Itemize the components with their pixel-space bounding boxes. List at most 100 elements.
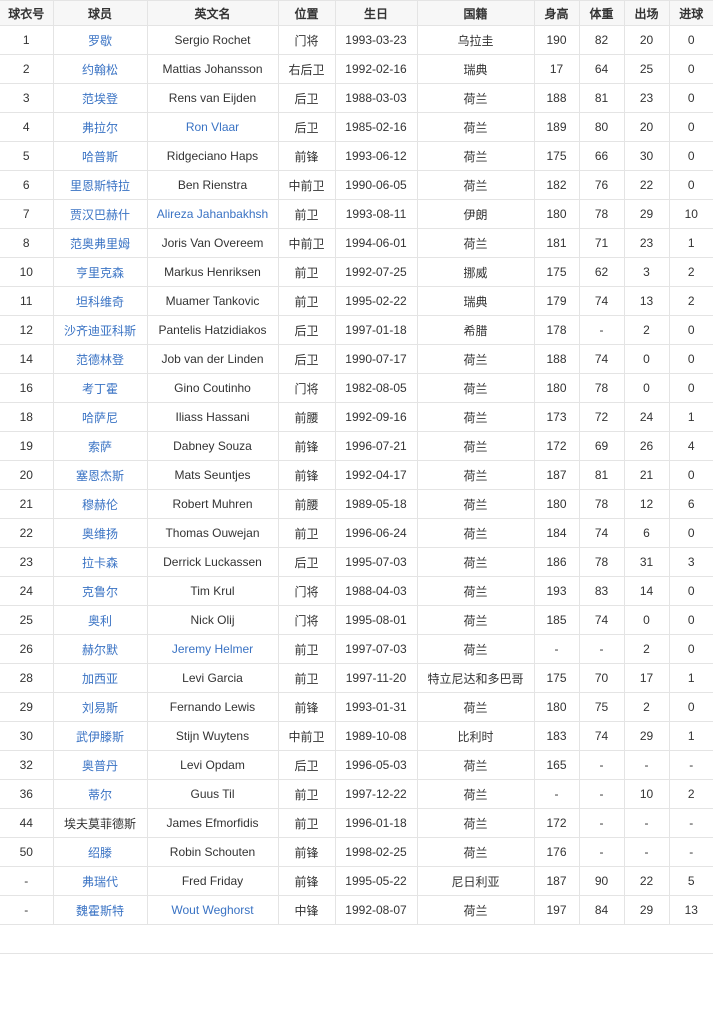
english-name-link[interactable]: Wout Weghorst (171, 903, 254, 917)
player-link[interactable]: 刘易斯 (81, 700, 118, 715)
player-link[interactable]: 奥普丹 (81, 758, 118, 773)
cell-weight: 64 (578, 54, 625, 84)
cell-nationality: 荷兰 (416, 170, 535, 200)
cell-nationality: 荷兰 (416, 808, 535, 838)
cell-player: 绍滕 (52, 837, 148, 867)
cell-height: 178 (533, 315, 580, 345)
cell-position: 中前卫 (277, 721, 336, 751)
cell-appearances: 29 (623, 199, 670, 229)
player-link[interactable]: 赫尔默 (81, 642, 118, 657)
player-link[interactable]: 范埃登 (81, 91, 118, 106)
cell-goals: 1 (668, 228, 713, 258)
cell-height: 17 (533, 54, 580, 84)
player-link[interactable]: 哈萨尼 (81, 410, 118, 425)
cell-appearances: 31 (623, 547, 670, 577)
player-link[interactable]: 塞恩杰斯 (75, 468, 124, 483)
player-link[interactable]: 拉卡森 (81, 555, 118, 570)
player-link[interactable]: 亨里克森 (75, 265, 124, 280)
cell-appearances: 29 (623, 721, 670, 751)
player-link[interactable]: 索萨 (87, 439, 112, 454)
cell-birthday: 1992-09-16 (334, 402, 418, 432)
player-link[interactable]: 坦科维奇 (75, 294, 124, 309)
table-row: 23 拉卡森 Derrick Luckassen 后卫 1995-07-03 荷兰 186 7… (0, 547, 713, 577)
cell-birthday: 1996-07-21 (334, 431, 418, 461)
cell-position: 后卫 (277, 315, 336, 345)
table-row: 18 哈萨尼 Iliass Hassani 前腰 1992-09-16 荷兰 173 72 24… (0, 402, 713, 432)
cell-english-name: Levi Opdam (146, 750, 279, 780)
cell-height: 180 (533, 199, 580, 229)
player-link[interactable]: 魏霍斯特 (75, 903, 124, 918)
player-link[interactable]: 范德林登 (75, 352, 124, 367)
player-link[interactable]: 约翰松 (81, 62, 118, 77)
cell-player: 哈普斯 (52, 141, 148, 171)
cell-number: 16 (0, 373, 54, 403)
cell-height: 165 (533, 750, 580, 780)
player-link[interactable]: 范奥弗里姆 (69, 236, 130, 251)
player-link[interactable]: 里恩斯特拉 (69, 178, 130, 193)
player-link[interactable]: 沙齐迪亚科斯 (63, 323, 136, 338)
cell-goals: - (668, 808, 713, 838)
cell-number: 6 (0, 170, 54, 200)
cell-nationality: 荷兰 (416, 634, 535, 664)
cell-number: 30 (0, 721, 54, 751)
cell-english-name: Guus Til (146, 779, 279, 809)
table-row: 24 克鲁尔 Tim Krul 门将 1988-04-03 荷兰 193 83 14 0 (0, 576, 713, 606)
cell-height: 185 (533, 605, 580, 635)
table-row: 5 哈普斯 Ridgeciano Haps 前锋 1993-06-12 荷兰 175 66 30… (0, 141, 713, 171)
table-row: 28 加西亚 Levi Garcia 前卫 1997-11-20 特立尼达和多巴哥 175 7… (0, 663, 713, 693)
english-name-link[interactable]: Jeremy Helmer (171, 642, 254, 656)
cell-height: 176 (533, 837, 580, 867)
player-link[interactable]: 绍滕 (87, 845, 112, 860)
cell-birthday: 1989-05-18 (334, 489, 418, 519)
player-link[interactable]: 穆赫伦 (81, 497, 118, 512)
player-link[interactable]: 贾汉巴赫什 (69, 207, 130, 222)
header-goals: 进球 (668, 0, 713, 26)
cell-birthday: 1996-01-18 (334, 808, 418, 838)
player-link[interactable]: 蒂尔 (87, 787, 112, 802)
cell-goals: 0 (668, 692, 713, 722)
cell-weight: - (578, 750, 625, 780)
english-name-link[interactable]: Alireza Jahanbakhsh (156, 207, 269, 221)
cell-birthday: 1992-04-17 (334, 460, 418, 490)
player-link[interactable]: 加西亚 (81, 671, 118, 686)
table-row: 25 奥利 Nick Olij 门将 1995-08-01 荷兰 185 74 0 0 (0, 605, 713, 635)
cell-number: 14 (0, 344, 54, 374)
player-link[interactable]: 弗拉尔 (81, 120, 118, 135)
cell-position: 前卫 (277, 808, 336, 838)
cell-nationality: 挪威 (416, 257, 535, 287)
player-link[interactable]: 奥利 (87, 613, 112, 628)
cell-english-name: Derrick Luckassen (146, 547, 279, 577)
cell-height: 180 (533, 489, 580, 519)
cell-number: 7 (0, 199, 54, 229)
player-link[interactable]: 考丁霍 (81, 381, 118, 396)
cell-position: 门将 (277, 605, 336, 635)
cell-number: 8 (0, 228, 54, 258)
cell-height: 184 (533, 518, 580, 548)
player-link[interactable]: 弗瑞代 (81, 874, 118, 889)
cell-birthday: 1992-02-16 (334, 54, 418, 84)
cell-nationality: 荷兰 (416, 83, 535, 113)
cell-height: 186 (533, 547, 580, 577)
cell-height: 175 (533, 141, 580, 171)
player-link[interactable]: 武伊滕斯 (75, 729, 124, 744)
cell-number: 20 (0, 460, 54, 490)
player-link[interactable]: 罗歇 (87, 33, 112, 48)
cell-nationality: 荷兰 (416, 344, 535, 374)
cell-appearances: 22 (623, 866, 670, 896)
cell-weight: 74 (578, 344, 625, 374)
cell-nationality: 荷兰 (416, 605, 535, 635)
player-link[interactable]: 奥维扬 (81, 526, 118, 541)
cell-number: 3 (0, 83, 54, 113)
cell-position: 前卫 (277, 518, 336, 548)
cell-english-name: Sergio Rochet (146, 25, 279, 55)
cell-english-name: Jeremy Helmer (146, 634, 279, 664)
player-link[interactable]: 克鲁尔 (81, 584, 118, 599)
english-name-link[interactable]: Ron Vlaar (185, 120, 240, 134)
cell-height: 190 (533, 25, 580, 55)
cell-goals: 13 (668, 895, 713, 925)
player-link[interactable]: 哈普斯 (81, 149, 118, 164)
cell-player: 奥维扬 (52, 518, 148, 548)
cell-player: 索萨 (52, 431, 148, 461)
cell-goals: 0 (668, 170, 713, 200)
cell-position: 后卫 (277, 750, 336, 780)
